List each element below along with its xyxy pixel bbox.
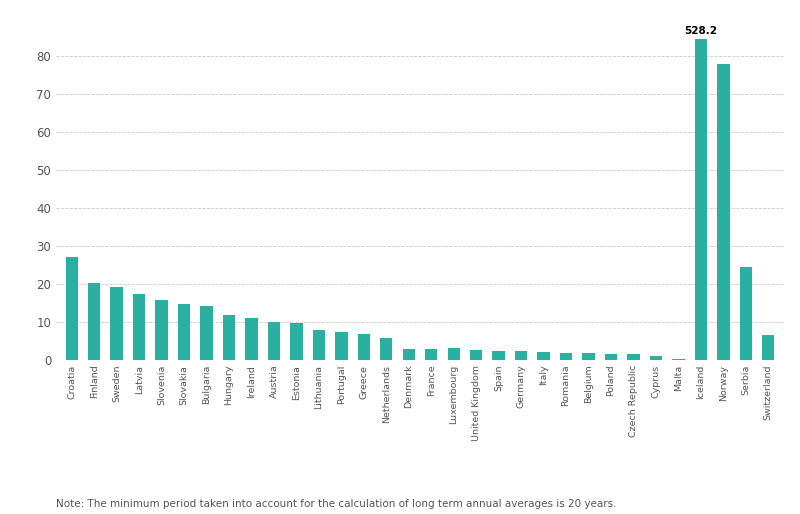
Bar [380,338,393,360]
Bar [246,318,258,360]
Bar [538,352,550,360]
Bar [155,300,168,360]
Bar [290,323,302,360]
Bar [178,304,190,360]
Bar [313,330,325,360]
Bar [762,335,774,360]
Bar [88,283,100,360]
Text: 528.2: 528.2 [684,26,718,36]
Bar [110,287,123,360]
Bar [717,64,730,360]
Bar [358,334,370,360]
Bar [133,295,146,360]
Bar [627,355,640,360]
Bar [470,350,482,360]
Text: Note: The minimum period taken into account for the calculation of long term ann: Note: The minimum period taken into acco… [56,499,617,509]
Bar [605,354,617,360]
Bar [740,267,752,360]
Bar [425,349,438,360]
Bar [447,348,460,360]
Bar [402,349,415,360]
Bar [582,353,594,360]
Bar [560,353,572,360]
Bar [694,39,707,360]
Bar [268,322,280,360]
Bar [650,356,662,360]
Bar [223,316,235,360]
Bar [66,258,78,360]
Bar [515,352,527,360]
Bar [493,351,505,360]
Bar [335,332,347,360]
Bar [200,305,213,360]
